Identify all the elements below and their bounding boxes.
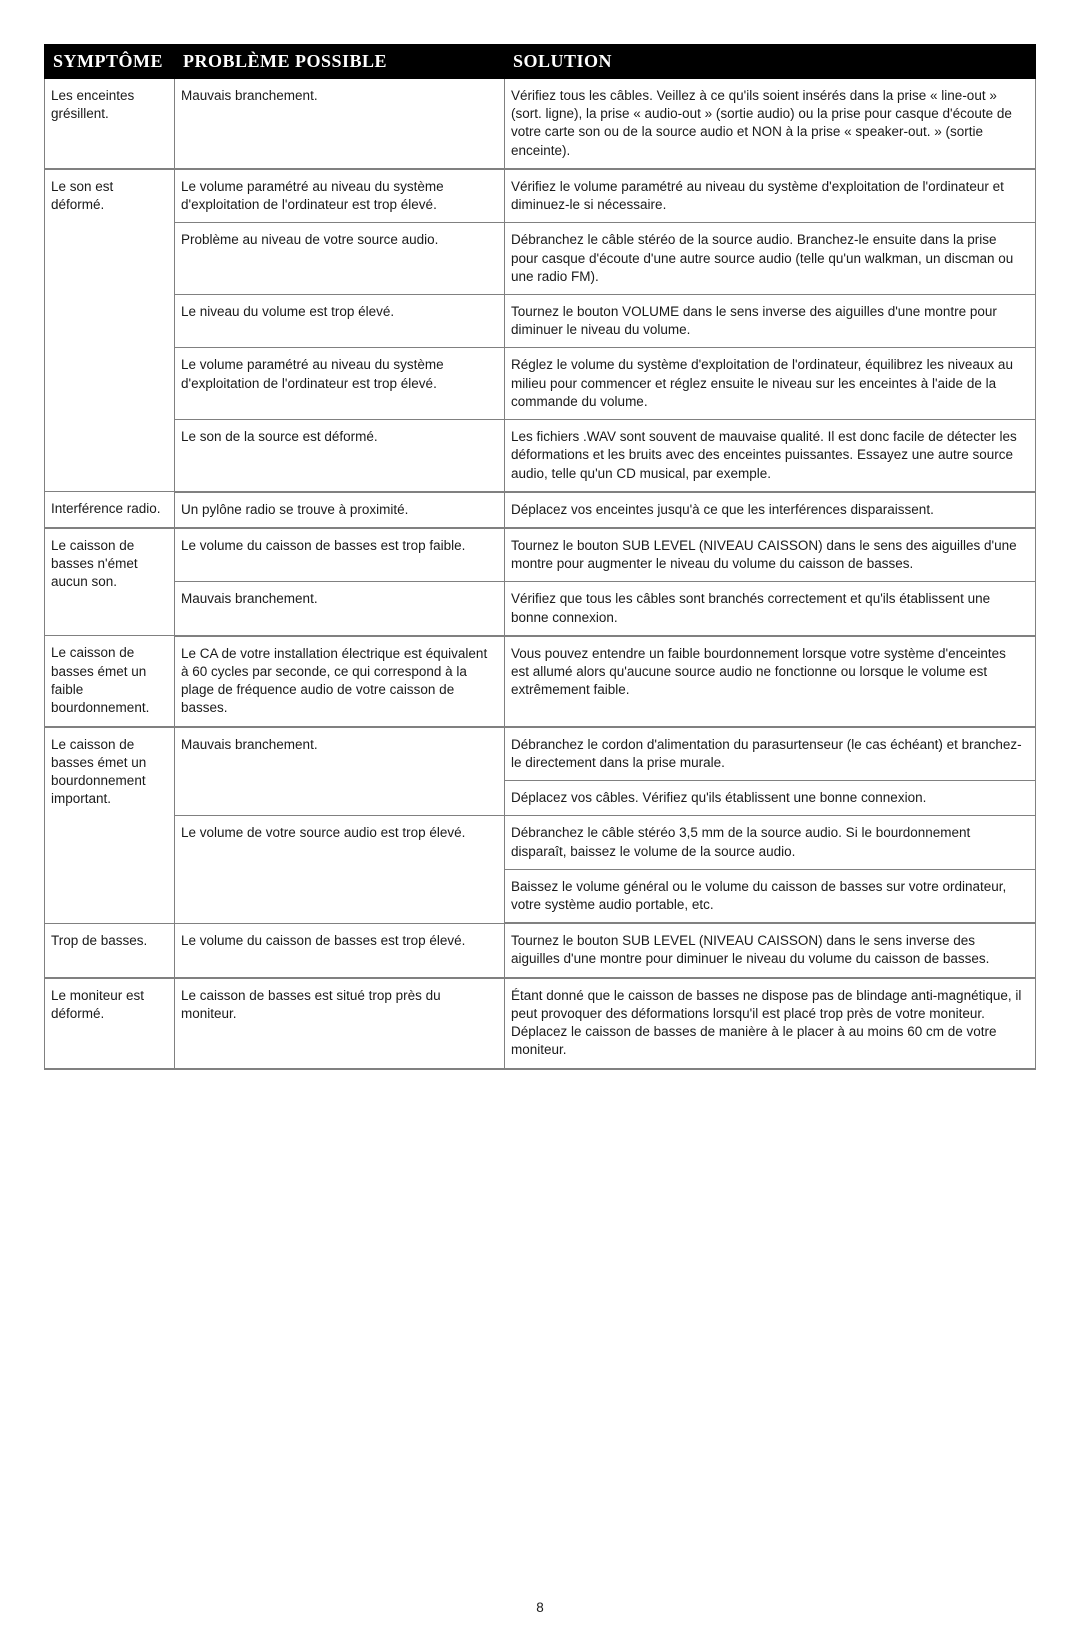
header-symptom: SYMPTÔME xyxy=(45,45,175,79)
cell-problem: Mauvais branchement. xyxy=(175,727,505,816)
table-row: Mauvais branchement. Vérifiez que tous l… xyxy=(45,582,1036,636)
troubleshooting-table: SYMPTÔME PROBLÈME POSSIBLE SOLUTION Les … xyxy=(44,44,1036,1070)
cell-symptom: Trop de basses. xyxy=(45,923,175,977)
cell-solution: Débranchez le câble stéréo de la source … xyxy=(505,223,1036,295)
table-row: Les enceintes grésillent. Mauvais branch… xyxy=(45,79,1036,169)
cell-problem: Le son de la source est déformé. xyxy=(175,420,505,492)
cell-problem: Le volume du caisson de basses est trop … xyxy=(175,528,505,582)
page: SYMPTÔME PROBLÈME POSSIBLE SOLUTION Les … xyxy=(0,0,1080,1645)
table-header-row: SYMPTÔME PROBLÈME POSSIBLE SOLUTION xyxy=(45,45,1036,79)
cell-solution: Débranchez le cordon d'alimentation du p… xyxy=(505,727,1036,781)
cell-problem: Un pylône radio se trouve à proximité. xyxy=(175,492,505,528)
cell-problem: Le caisson de basses est situé trop près… xyxy=(175,978,505,1069)
cell-solution: Tournez le bouton SUB LEVEL (NIVEAU CAIS… xyxy=(505,528,1036,582)
table-row: Le moniteur est déformé. Le caisson de b… xyxy=(45,978,1036,1069)
page-number: 8 xyxy=(44,1600,1036,1615)
cell-solution: Vérifiez tous les câbles. Veillez à ce q… xyxy=(505,79,1036,169)
cell-solution: Tournez le bouton SUB LEVEL (NIVEAU CAIS… xyxy=(505,923,1036,977)
cell-problem: Le volume de votre source audio est trop… xyxy=(175,816,505,923)
cell-problem: Le volume du caisson de basses est trop … xyxy=(175,923,505,977)
cell-problem: Le volume paramétré au niveau du système… xyxy=(175,348,505,420)
cell-problem: Le volume paramétré au niveau du système… xyxy=(175,169,505,223)
cell-solution: Tournez le bouton VOLUME dans le sens in… xyxy=(505,294,1036,347)
table-row: Le niveau du volume est trop élevé. Tour… xyxy=(45,294,1036,347)
cell-symptom: Interférence radio. xyxy=(45,492,175,528)
cell-solution: Vérifiez le volume paramétré au niveau d… xyxy=(505,169,1036,223)
header-solution: SOLUTION xyxy=(505,45,1036,79)
cell-problem: Le niveau du volume est trop élevé. xyxy=(175,294,505,347)
cell-problem: Mauvais branchement. xyxy=(175,79,505,169)
cell-problem: Problème au niveau de votre source audio… xyxy=(175,223,505,295)
cell-symptom: Le son est déformé. xyxy=(45,169,175,492)
cell-solution: Vous pouvez entendre un faible bourdonne… xyxy=(505,636,1036,727)
cell-solution: Déplacez vos enceintes jusqu'à ce que le… xyxy=(505,492,1036,528)
table-row: Le volume de votre source audio est trop… xyxy=(45,816,1036,869)
table-row: Le son est déformé. Le volume paramétré … xyxy=(45,169,1036,223)
table-row: Le caisson de basses émet un bourdonneme… xyxy=(45,727,1036,781)
cell-symptom: Les enceintes grésillent. xyxy=(45,79,175,169)
table-row: Trop de basses. Le volume du caisson de … xyxy=(45,923,1036,977)
table-row: Problème au niveau de votre source audio… xyxy=(45,223,1036,295)
cell-problem: Le CA de votre installation électrique e… xyxy=(175,636,505,727)
cell-problem: Mauvais branchement. xyxy=(175,582,505,636)
cell-symptom: Le caisson de basses émet un bourdonneme… xyxy=(45,727,175,924)
cell-solution: Déplacez vos câbles. Vérifiez qu'ils éta… xyxy=(505,781,1036,816)
cell-solution: Baissez le volume général ou le volume d… xyxy=(505,869,1036,923)
cell-solution: Réglez le volume du système d'exploitati… xyxy=(505,348,1036,420)
cell-symptom: Le moniteur est déformé. xyxy=(45,978,175,1069)
cell-solution: Étant donné que le caisson de basses ne … xyxy=(505,978,1036,1069)
cell-solution: Vérifiez que tous les câbles sont branch… xyxy=(505,582,1036,636)
table-row: Le volume paramétré au niveau du système… xyxy=(45,348,1036,420)
cell-solution: Débranchez le câble stéréo 3,5 mm de la … xyxy=(505,816,1036,869)
table-row: Le son de la source est déformé. Les fic… xyxy=(45,420,1036,492)
table-row: Interférence radio. Un pylône radio se t… xyxy=(45,492,1036,528)
table-row: Le caisson de basses n'émet aucun son. L… xyxy=(45,528,1036,582)
cell-solution: Les fichiers .WAV sont souvent de mauvai… xyxy=(505,420,1036,492)
header-problem: PROBLÈME POSSIBLE xyxy=(175,45,505,79)
cell-symptom: Le caisson de basses émet un faible bour… xyxy=(45,636,175,727)
table-row: Le caisson de basses émet un faible bour… xyxy=(45,636,1036,727)
cell-symptom: Le caisson de basses n'émet aucun son. xyxy=(45,528,175,636)
